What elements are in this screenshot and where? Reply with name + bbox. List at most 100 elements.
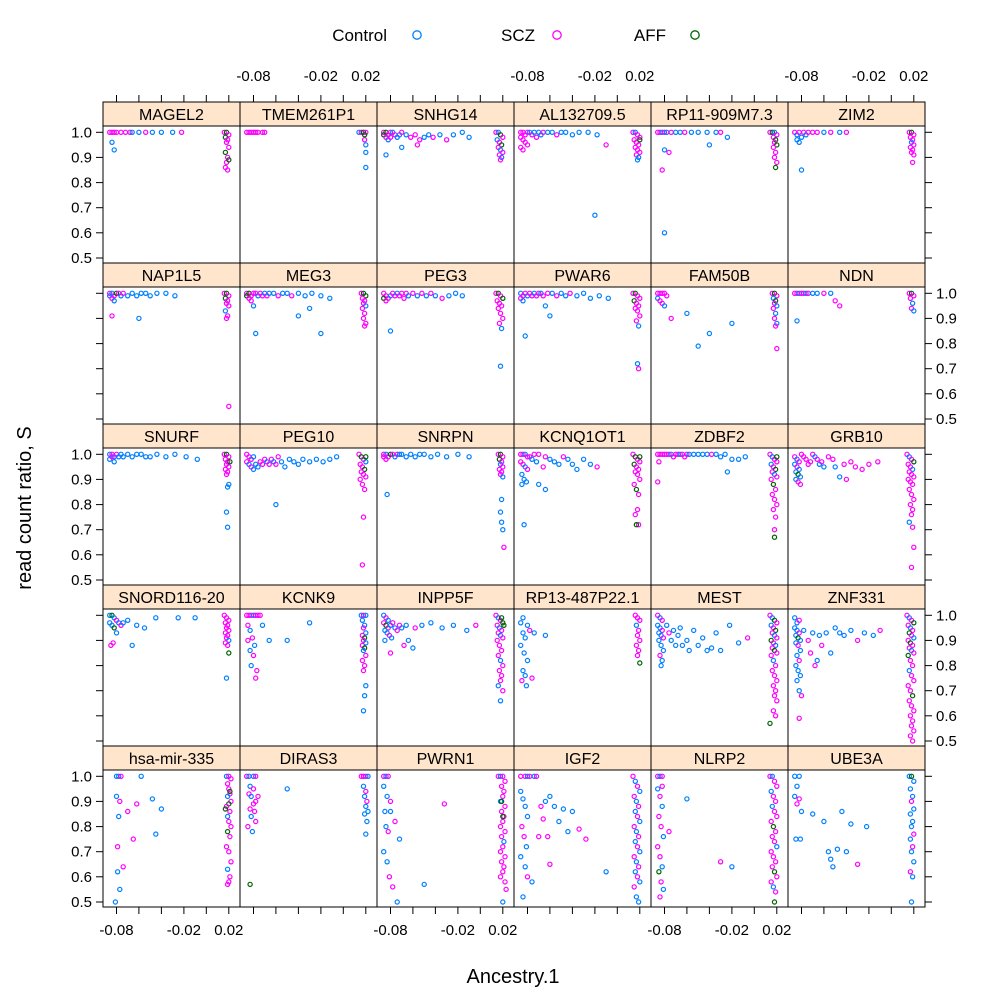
data-point-control xyxy=(906,519,913,525)
x-tick-label: -0.02 xyxy=(852,68,886,85)
data-point-control xyxy=(574,293,580,299)
data-point-aff xyxy=(227,788,233,795)
data-point-control xyxy=(223,675,230,681)
data-point-scz xyxy=(540,816,546,822)
data-point-scz xyxy=(554,293,560,299)
data-point-control xyxy=(172,451,178,457)
data-point-control xyxy=(282,464,288,470)
panel-strip-label: KCNQ1OT1 xyxy=(539,429,625,446)
data-point-control xyxy=(419,622,425,629)
data-point-control xyxy=(695,343,701,349)
data-point-aff xyxy=(770,823,777,830)
data-point-aff xyxy=(771,899,778,905)
data-point-scz xyxy=(359,562,366,568)
data-point-scz xyxy=(493,129,499,135)
x-tick-label: 0.02 xyxy=(214,922,243,939)
data-point-scz xyxy=(908,672,915,679)
data-point-scz xyxy=(243,773,250,780)
legend-label-scz: SCZ xyxy=(501,26,535,45)
data-point-control xyxy=(549,290,555,296)
data-point-scz xyxy=(907,869,914,875)
data-point-control xyxy=(383,823,389,830)
panel-znf331: ZNF331 xyxy=(787,584,926,747)
data-point-aff xyxy=(224,828,231,835)
data-point-scz xyxy=(635,142,642,148)
data-point-control xyxy=(224,866,231,873)
data-point-scz xyxy=(363,652,369,659)
data-point-scz xyxy=(533,134,540,140)
data-point-control xyxy=(576,129,582,135)
data-point-control xyxy=(250,466,257,473)
data-point-scz xyxy=(772,798,779,805)
data-point-scz xyxy=(634,632,641,639)
data-point-scz xyxy=(226,627,232,634)
data-point-control xyxy=(363,831,369,837)
data-point-control xyxy=(361,693,368,699)
y-tick-label: 1.0 xyxy=(71,124,92,141)
data-point-scz xyxy=(224,167,231,173)
data-point-scz xyxy=(521,833,527,840)
data-point-control xyxy=(796,466,802,473)
data-point-scz xyxy=(495,652,501,659)
data-point-control xyxy=(459,129,465,135)
data-point-scz xyxy=(635,864,642,870)
data-point-scz xyxy=(254,667,260,674)
panel-border xyxy=(787,125,926,264)
data-point-control xyxy=(295,290,302,296)
data-point-scz xyxy=(634,471,641,478)
data-point-scz xyxy=(226,403,232,410)
data-point-control xyxy=(684,310,690,317)
data-point-scz xyxy=(394,627,400,634)
data-point-control xyxy=(909,300,916,306)
data-point-control xyxy=(794,137,800,143)
panel-strip-label: ZIM2 xyxy=(838,107,875,124)
data-point-control xyxy=(524,773,531,780)
panel-border xyxy=(376,125,515,264)
data-point-control xyxy=(801,627,807,634)
y-tick-label: 1.0 xyxy=(71,446,92,463)
panel-mest: MEST xyxy=(650,584,789,747)
panel-strip-label: SNRPN xyxy=(417,429,473,446)
data-point-aff xyxy=(774,454,780,460)
data-point-scz xyxy=(774,501,780,508)
data-point-scz xyxy=(770,854,777,860)
data-point-control xyxy=(327,295,333,301)
panel-border xyxy=(102,608,241,747)
panel-strip-label: MEG3 xyxy=(286,268,331,285)
data-point-scz xyxy=(500,149,506,156)
panel-snord116-20: SNORD116-20 xyxy=(102,584,241,747)
data-point-scz xyxy=(387,134,394,140)
data-point-control xyxy=(280,290,286,296)
data-point-control xyxy=(772,642,779,649)
data-point-scz xyxy=(774,650,780,656)
data-point-control xyxy=(909,818,916,825)
data-point-aff xyxy=(772,627,779,634)
panel-strip-label: PWAR6 xyxy=(554,268,610,285)
data-point-control xyxy=(408,451,414,457)
panel-border xyxy=(239,769,378,908)
data-point-control xyxy=(821,129,827,135)
data-point-control xyxy=(250,303,257,309)
data-point-control xyxy=(417,451,423,457)
data-point-control xyxy=(138,290,144,296)
panel-tmem261p1: TMEM261P1 xyxy=(239,101,378,264)
data-point-control xyxy=(637,849,643,855)
data-point-control xyxy=(691,627,697,634)
data-point-control xyxy=(704,647,710,654)
data-point-control xyxy=(661,303,668,309)
data-point-control xyxy=(381,849,387,855)
data-point-scz xyxy=(907,657,914,664)
data-point-control xyxy=(834,846,841,852)
data-point-control xyxy=(797,672,804,679)
data-point-control xyxy=(660,647,667,654)
data-point-control xyxy=(797,836,804,842)
data-point-control xyxy=(660,886,667,893)
data-point-scz xyxy=(772,514,779,520)
data-point-scz xyxy=(770,144,777,151)
data-point-scz xyxy=(908,491,915,498)
data-point-control xyxy=(907,786,914,792)
data-point-control xyxy=(136,129,142,135)
data-point-scz xyxy=(854,637,861,644)
data-point-scz xyxy=(519,823,525,830)
data-point-scz xyxy=(637,134,643,140)
